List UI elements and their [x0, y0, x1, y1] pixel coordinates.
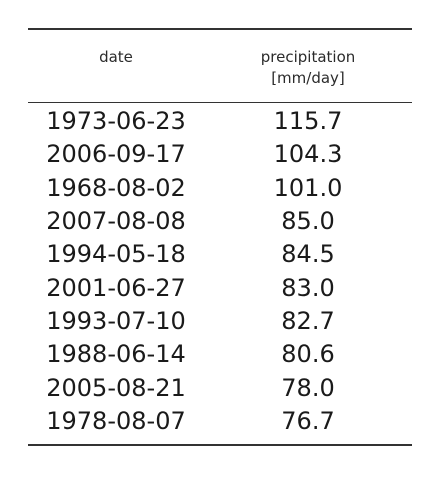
cell-date: 1988-06-14 [46, 340, 186, 369]
cell-precipitation: 115.7 [273, 107, 343, 136]
cell-precipitation: 80.6 [281, 340, 335, 369]
table-row: 2001-06-27 83.0 [28, 271, 412, 304]
table-header: date precipitation [mm/day] [28, 30, 412, 102]
cell-date: 2001-06-27 [46, 273, 186, 302]
cell-date: 1994-05-18 [46, 240, 186, 269]
precipitation-unit: [mm/day] [271, 69, 345, 87]
cell-precipitation: 82.7 [281, 306, 335, 335]
cell-precipitation: 83.0 [281, 273, 335, 302]
table-row: 1978-08-07 76.7 [28, 405, 412, 438]
cell-precipitation: 85.0 [281, 207, 335, 236]
table-row: 1988-06-14 80.6 [28, 338, 412, 371]
cell-date: 1973-06-23 [46, 107, 186, 136]
column-header-date: date [99, 48, 133, 66]
precipitation-label: precipitation [260, 48, 356, 66]
table-top-rule [28, 28, 412, 30]
cell-date: 2005-08-21 [46, 373, 186, 402]
precipitation-table: date precipitation [mm/day] 1973-06-23 11… [28, 28, 412, 446]
table-bottom-rule [28, 443, 412, 446]
table-row: 1994-05-18 84.5 [28, 238, 412, 271]
table-header-rule [28, 102, 412, 103]
cell-precipitation: 84.5 [281, 240, 335, 269]
column-header-precipitation: precipitation [mm/day] [204, 30, 412, 89]
cell-date: 1978-08-07 [46, 406, 186, 435]
table-row: 2006-09-17 104.3 [28, 138, 412, 171]
cell-date: 1968-08-02 [46, 173, 186, 202]
cell-precipitation: 78.0 [281, 373, 335, 402]
cell-date: 1993-07-10 [46, 306, 186, 335]
cell-precipitation: 101.0 [273, 173, 343, 202]
table-row: 1973-06-23 115.7 [28, 105, 412, 138]
table-row: 2005-08-21 78.0 [28, 371, 412, 404]
table-row: 1968-08-02 101.0 [28, 172, 412, 205]
cell-precipitation: 76.7 [281, 406, 335, 435]
table-row: 1993-07-10 82.7 [28, 305, 412, 338]
cell-date: 2007-08-08 [46, 207, 186, 236]
table-body: 1973-06-23 115.7 2006-09-17 104.3 1968-08-02… [28, 103, 412, 444]
table-row: 2007-08-08 85.0 [28, 205, 412, 238]
cell-precipitation: 104.3 [273, 140, 343, 169]
cell-date: 2006-09-17 [46, 140, 186, 169]
